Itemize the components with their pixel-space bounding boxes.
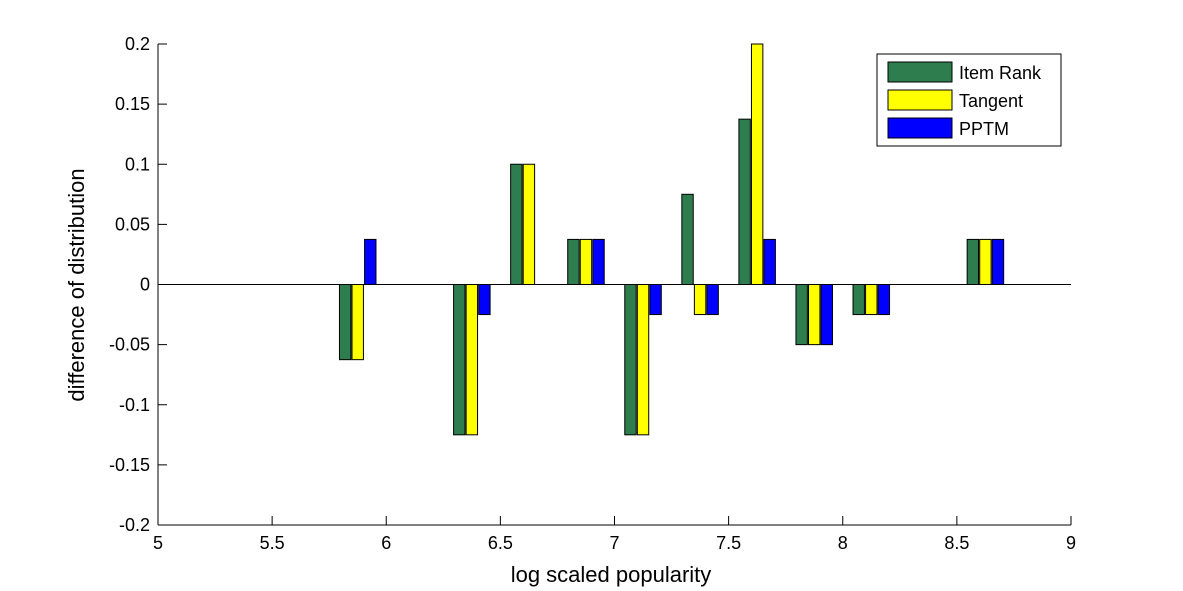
bar-pptm-9 xyxy=(991,238,1005,286)
legend: Item Rank Tangent PPTM xyxy=(876,53,1062,147)
bar-item-rank-2 xyxy=(510,163,523,285)
legend-label-item-rank: Item Rank xyxy=(959,63,1042,83)
y-axis-label: difference of distribution xyxy=(64,168,89,401)
bar-tangent-5 xyxy=(693,284,707,316)
y-tick-label: 0.05 xyxy=(115,214,150,234)
bar-item-rank-6 xyxy=(738,118,751,285)
bar-item-rank-3 xyxy=(567,238,580,286)
y-tick-label: 0.1 xyxy=(125,154,150,174)
y-tick-label: 0.2 xyxy=(125,34,150,54)
bar-tangent-2 xyxy=(522,163,536,285)
ticks-group: 5 5.5 6 6.5 7 7.5 8 8.5 9 -0.2 -0.15 -0.1 -0.05 0 0.05… xyxy=(109,34,1076,553)
bar-pptm-3 xyxy=(592,238,605,286)
bar-pptm-7 xyxy=(820,284,833,346)
bar-tangent-0 xyxy=(351,284,364,361)
x-tick-label: 8.5 xyxy=(944,533,969,553)
legend-label-tangent: Tangent xyxy=(959,91,1023,111)
y-tick-label: -0.2 xyxy=(119,515,150,535)
bar-tangent-7 xyxy=(808,284,821,346)
bar-item-rank-7 xyxy=(795,284,808,346)
bar-pptm-1 xyxy=(478,284,491,316)
bar-tangent-1 xyxy=(465,284,479,436)
legend-swatch-item-rank xyxy=(887,61,953,83)
bar-item-rank-5 xyxy=(681,193,694,285)
x-tick-label: 7 xyxy=(609,533,619,553)
legend-label-pptm: PPTM xyxy=(959,119,1009,139)
legend-swatch-pptm xyxy=(887,117,953,139)
bar-tangent-6 xyxy=(750,43,764,285)
x-tick-label: 7.5 xyxy=(716,533,741,553)
x-tick-label: 5 xyxy=(153,533,163,553)
bar-pptm-8 xyxy=(877,284,891,316)
bars-group xyxy=(338,43,1005,436)
x-axis-label: log scaled popularity xyxy=(511,562,712,587)
x-tick-label: 5.5 xyxy=(260,533,285,553)
x-tick-label: 6 xyxy=(381,533,391,553)
bar-item-rank-8 xyxy=(852,284,865,316)
bar-tangent-4 xyxy=(636,284,650,436)
bar-item-rank-0 xyxy=(338,284,352,361)
x-tick-label: 9 xyxy=(1066,533,1076,553)
y-tick-label: 0 xyxy=(140,275,150,295)
bar-tangent-9 xyxy=(979,238,992,286)
y-tick-label: 0.15 xyxy=(115,94,150,114)
y-tick-label: -0.05 xyxy=(109,335,150,355)
bar-item-rank-4 xyxy=(624,284,637,436)
bar-item-rank-1 xyxy=(453,284,466,436)
x-tick-label: 8 xyxy=(838,533,848,553)
bar-pptm-5 xyxy=(706,284,719,316)
bar-tangent-8 xyxy=(865,284,878,316)
bar-pptm-6 xyxy=(763,238,776,286)
legend-swatch-tangent xyxy=(887,89,953,111)
y-tick-label: -0.1 xyxy=(119,395,150,415)
bar-item-rank-9 xyxy=(966,238,980,286)
bar-tangent-3 xyxy=(579,238,593,286)
y-tick-label: -0.15 xyxy=(109,455,150,475)
bar-pptm-4 xyxy=(649,284,662,316)
bar-pptm-0 xyxy=(364,238,377,286)
x-tick-label: 6.5 xyxy=(488,533,513,553)
